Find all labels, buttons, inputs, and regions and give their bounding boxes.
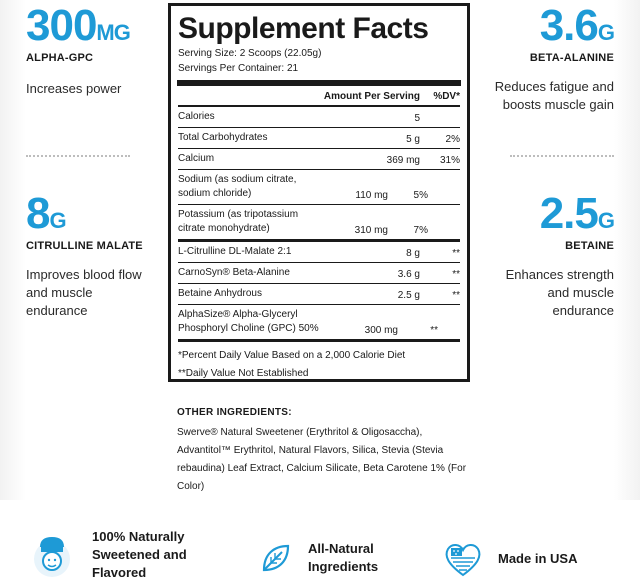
left-gradient	[0, 0, 26, 500]
badge-label: Made in USA	[498, 551, 578, 566]
stat-name: CITRULLINE MALATE	[26, 240, 143, 252]
stat-unit: G	[597, 208, 615, 233]
facts-row: AlphaSize® Alpha-Glyceryl Phosphoryl Cho…	[178, 305, 460, 342]
badge-made-in-usa: Made in USA	[442, 540, 577, 578]
stat-beta-alanine: 3.6G BETA-ALANINE Reduces fatigue and bo…	[484, 1, 615, 114]
facts-row: Total Carbohydrates 5 g 2%	[178, 128, 460, 149]
facts-row: L-Citrulline DL-Malate 2:1 8 g **	[178, 242, 460, 263]
badge-label: All-Natural Ingredients	[308, 541, 379, 574]
footnote-dv: *Percent Daily Value Based on a 2,000 Ca…	[178, 350, 406, 361]
serving-size: Serving Size: 2 Scoops (22.05g)	[178, 48, 322, 59]
stat-value: 3.6	[539, 1, 599, 50]
other-ingredients-title: OTHER INGREDIENTS:	[177, 407, 292, 418]
footnote-not-established: **Daily Value Not Established	[178, 368, 309, 379]
thick-rule	[177, 80, 461, 86]
badge-all-natural: All-Natural Ingredients	[258, 540, 398, 576]
facts-header-row: Amount Per Serving %DV*	[178, 88, 460, 107]
facts-row: Potassium (as tripotassium citrate monoh…	[178, 205, 460, 242]
stat-desc: Reduces fatigue and boosts muscle gain	[494, 79, 614, 112]
stat-unit: MG	[96, 20, 130, 45]
stat-value: 2.5	[539, 189, 599, 238]
stat-betaine: 2.5G BETAINE Enhances strength and muscl…	[484, 189, 615, 320]
stat-value: 8	[26, 189, 51, 238]
stat-name: BETAINE	[565, 240, 614, 252]
stat-desc: Increases power	[26, 81, 122, 96]
stat-desc: Enhances strength and muscle endurance	[505, 267, 614, 318]
stat-desc: Improves blood flow and muscle endurance	[26, 267, 142, 318]
other-ingredients-text: Swerve® Natural Sweetener (Erythritol & …	[177, 427, 467, 492]
facts-row: Calcium 369 mg 31%	[178, 149, 460, 170]
supplement-facts-panel: Supplement Facts Serving Size: 2 Scoops …	[168, 3, 470, 382]
stat-name: ALPHA-GPC	[26, 52, 94, 64]
stat-citrulline: 8G CITRULLINE MALATE Improves blood flow…	[26, 192, 151, 320]
right-gradient	[614, 0, 640, 500]
stat-value: 300	[26, 1, 97, 50]
facts-row: CarnoSyn® Beta-Alanine 3.6 g **	[178, 263, 460, 284]
facts-row: Calories 5	[178, 107, 460, 128]
divider	[510, 155, 614, 157]
stat-unit: G	[49, 208, 66, 233]
badge-label: 100% Naturally Sweetened and Flavored	[92, 529, 187, 580]
stat-name: BETA-ALANINE	[529, 52, 614, 64]
badge-naturally-sweetened: 100% Naturally Sweetened and Flavored	[26, 528, 212, 582]
facts-row: Sodium (as sodium citrate, sodium chlori…	[178, 170, 460, 205]
chef-icon	[26, 529, 78, 581]
left-highlights: 300MG ALPHA-GPC Increases power 8G CITRU…	[0, 0, 170, 500]
header-amount: Amount Per Serving	[323, 91, 420, 102]
facts-title: Supplement Facts	[178, 12, 429, 45]
leaf-icon	[258, 540, 294, 576]
divider	[26, 155, 130, 157]
right-highlights: 3.6G BETA-ALANINE Reduces fatigue and bo…	[470, 0, 640, 500]
servings-per-container: Servings Per Container: 21	[178, 63, 299, 74]
other-ingredients: OTHER INGREDIENTS: Swerve® Natural Sweet…	[177, 404, 467, 496]
stat-alpha-gpc: 300MG ALPHA-GPC Increases power	[26, 1, 131, 98]
header-dv: %DV*	[433, 91, 460, 102]
facts-row: Betaine Anhydrous 2.5 g **	[178, 284, 460, 305]
stat-unit: G	[597, 20, 615, 45]
us-flag-heart-icon	[442, 540, 484, 578]
